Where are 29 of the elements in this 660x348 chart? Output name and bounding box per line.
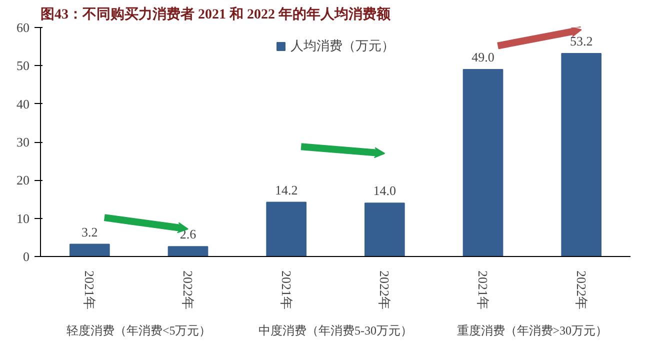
text: 53.2 — [570, 33, 593, 48]
x-tick-label: 2022年 — [377, 270, 392, 310]
y-tick-label: 40 — [16, 96, 30, 112]
x-tick-label: 2021年 — [82, 270, 98, 310]
y-tick-label: 30 — [16, 134, 30, 150]
bar — [266, 202, 306, 256]
text: 轻度消费（年消费<5万元） — [66, 324, 212, 338]
text: 重度消费（年消费>30万元） — [456, 324, 608, 338]
y-tick-label: 10 — [16, 210, 30, 226]
text: 14.0 — [373, 183, 396, 198]
text: 中度消费（年消费5-30万元） — [258, 324, 412, 338]
y-tick-label: 50 — [16, 58, 30, 74]
text: 3.2 — [82, 224, 98, 240]
y-tick-label: 20 — [16, 172, 30, 188]
text: 14.2 — [274, 182, 298, 198]
bar — [168, 246, 208, 256]
y-tick-label: 0 — [23, 249, 30, 264]
bar — [70, 244, 110, 256]
bar — [364, 202, 405, 256]
y-tick-label: 60 — [16, 20, 30, 35]
legend-label: 人均消费（万元） — [290, 37, 394, 55]
x-tick-label: 2021年 — [278, 270, 294, 310]
text: 49.0 — [472, 49, 494, 64]
chart-title: 图43：不同购买力消费者 2021 和 2022 年的年人均消费额 — [40, 6, 392, 22]
bar — [561, 52, 602, 256]
x-tick-label: 2022年 — [180, 270, 196, 310]
x-tick-label: 2022年 — [574, 270, 589, 310]
bar — [462, 68, 504, 256]
x-tick-label: 2021年 — [476, 270, 490, 310]
